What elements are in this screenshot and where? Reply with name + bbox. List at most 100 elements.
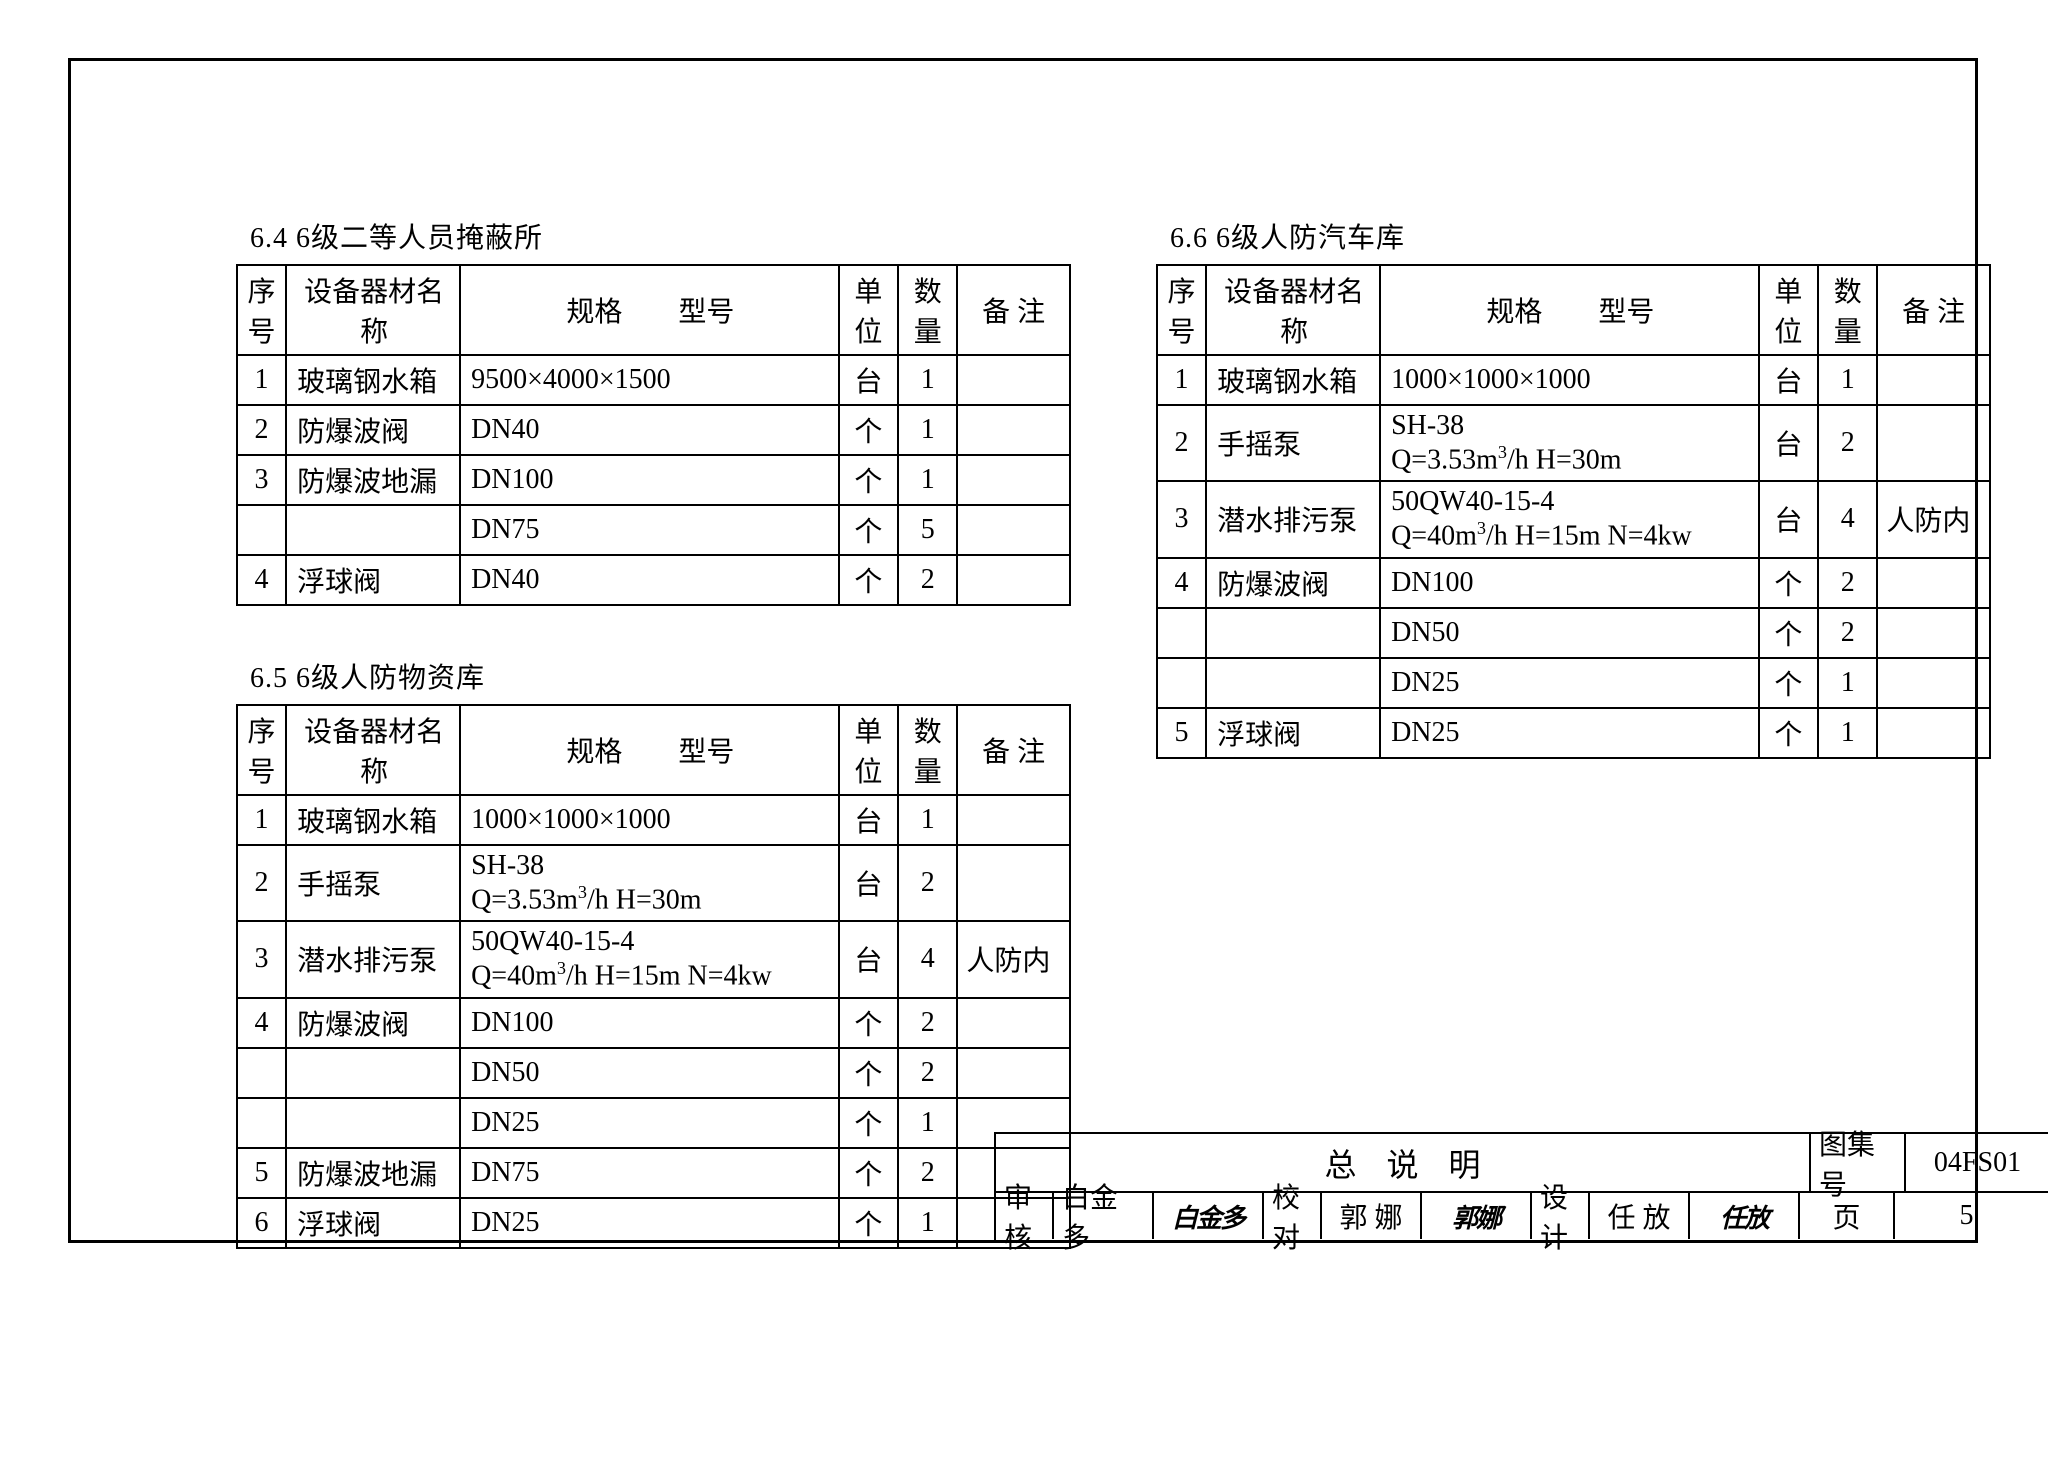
cell: 防爆波阀 xyxy=(286,998,460,1048)
design-label: 设计 xyxy=(1532,1193,1590,1239)
left-column: 6.4 6级二等人员掩蔽所 序号 设备器材名称 规格 型号 单位 数量 备 注 … xyxy=(236,216,1086,1299)
design-name: 任 放 xyxy=(1590,1193,1690,1239)
table-64: 序号 设备器材名称 规格 型号 单位 数量 备 注 1玻璃钢水箱9500×400… xyxy=(236,264,1071,606)
cell: 玻璃钢水箱 xyxy=(286,355,460,405)
design-signature: 任放 xyxy=(1690,1193,1800,1239)
cell: DN100 xyxy=(460,455,839,505)
cell: 4 xyxy=(237,998,286,1048)
col-note: 备 注 xyxy=(957,265,1070,355)
cell: 人防内 xyxy=(1877,481,1990,557)
cell: 1 xyxy=(898,355,957,405)
cell: 防爆波地漏 xyxy=(286,1148,460,1198)
cell: 2 xyxy=(898,845,957,921)
table-row: 2手摇泵SH-38Q=3.53m3/h H=30m台2 xyxy=(237,845,1070,921)
cell: 2 xyxy=(1157,405,1206,481)
col-qty: 数量 xyxy=(898,265,957,355)
cell xyxy=(1206,658,1380,708)
cell xyxy=(286,1048,460,1098)
section-66-title: 6.6 6级人防汽车库 xyxy=(1170,216,2006,256)
table-66: 序号 设备器材名称 规格 型号 单位 数量 备 注 1玻璃钢水箱1000×100… xyxy=(1156,264,1991,759)
table-row: DN50个2 xyxy=(237,1048,1070,1098)
cell: 5 xyxy=(237,1148,286,1198)
table-row: 3潜水排污泵50QW40-15-4Q=40m3/h H=15m N=4kw台4人… xyxy=(237,921,1070,997)
cell: 2 xyxy=(898,1048,957,1098)
cell: SH-38Q=3.53m3/h H=30m xyxy=(460,845,839,921)
table-row: DN75个5 xyxy=(237,505,1070,555)
col-seq: 序号 xyxy=(237,705,286,795)
cell: 1 xyxy=(1818,355,1877,405)
table-row: 4防爆波阀DN100个2 xyxy=(1157,558,1990,608)
title-block: 总说明 图集号 04FS01 审核 白金多 白金多 校对 郭 娜 郭娜 设计 任… xyxy=(994,1132,2048,1240)
cell: DN100 xyxy=(460,998,839,1048)
cell: 2 xyxy=(237,405,286,455)
table-row: 3潜水排污泵50QW40-15-4Q=40m3/h H=15m N=4kw台4人… xyxy=(1157,481,1990,557)
right-column: 6.6 6级人防汽车库 序号 设备器材名称 规格 型号 单位 数量 备 注 1玻… xyxy=(1156,216,2006,809)
cell: 手摇泵 xyxy=(286,845,460,921)
table-row: DN50个2 xyxy=(1157,608,1990,658)
cell: 防爆波地漏 xyxy=(286,455,460,505)
cell: 个 xyxy=(839,1098,898,1148)
cell: 5 xyxy=(898,505,957,555)
cell xyxy=(237,1048,286,1098)
cell: DN75 xyxy=(460,1148,839,1198)
fig-value: 04FS01 xyxy=(1906,1134,2048,1191)
cell xyxy=(286,505,460,555)
cell: 2 xyxy=(898,1148,957,1198)
col-seq: 序号 xyxy=(237,265,286,355)
table-row: 1玻璃钢水箱1000×1000×1000台1 xyxy=(1157,355,1990,405)
cell: DN100 xyxy=(1380,558,1759,608)
cell: 人防内 xyxy=(957,921,1070,997)
cell xyxy=(237,1098,286,1148)
cell: DN25 xyxy=(1380,708,1759,758)
cell: 1 xyxy=(898,455,957,505)
cell: 台 xyxy=(1759,355,1818,405)
cell: 手摇泵 xyxy=(1206,405,1380,481)
section-65-title: 6.5 6级人防物资库 xyxy=(250,656,1086,696)
check-signature: 郭娜 xyxy=(1422,1193,1532,1239)
cell: 潜水排污泵 xyxy=(286,921,460,997)
cell: 3 xyxy=(237,921,286,997)
cell: 防爆波阀 xyxy=(1206,558,1380,608)
table-row: 1玻璃钢水箱9500×4000×1500台1 xyxy=(237,355,1070,405)
cell: 1000×1000×1000 xyxy=(460,795,839,845)
table-row: 6浮球阀DN25个1 xyxy=(237,1198,1070,1248)
cell: 6 xyxy=(237,1198,286,1248)
table-65: 序号 设备器材名称 规格 型号 单位 数量 备 注 1玻璃钢水箱1000×100… xyxy=(236,704,1071,1249)
page-label: 页 xyxy=(1800,1193,1895,1239)
col-name: 设备器材名称 xyxy=(286,265,460,355)
cell: 1000×1000×1000 xyxy=(1380,355,1759,405)
cell xyxy=(957,455,1070,505)
cell: 台 xyxy=(1759,481,1818,557)
cell: 玻璃钢水箱 xyxy=(286,795,460,845)
cell: 2 xyxy=(1818,405,1877,481)
cell xyxy=(957,555,1070,605)
cell xyxy=(1877,658,1990,708)
cell: 2 xyxy=(1818,558,1877,608)
cell xyxy=(957,998,1070,1048)
col-qty: 数量 xyxy=(1818,265,1877,355)
page-value: 5 xyxy=(1895,1193,2038,1239)
cell: DN50 xyxy=(1380,608,1759,658)
cell: 台 xyxy=(839,845,898,921)
table-row: 2手摇泵SH-38Q=3.53m3/h H=30m台2 xyxy=(1157,405,1990,481)
cell: 台 xyxy=(839,921,898,997)
table-row: 1玻璃钢水箱1000×1000×1000台1 xyxy=(237,795,1070,845)
cell xyxy=(957,405,1070,455)
cell: 台 xyxy=(839,355,898,405)
table-66-body: 1玻璃钢水箱1000×1000×1000台12手摇泵SH-38Q=3.53m3/… xyxy=(1157,355,1990,758)
col-unit: 单位 xyxy=(839,265,898,355)
cell: 2 xyxy=(898,555,957,605)
cell: SH-38Q=3.53m3/h H=30m xyxy=(1380,405,1759,481)
cell xyxy=(1877,558,1990,608)
cell xyxy=(957,795,1070,845)
cell xyxy=(957,845,1070,921)
col-note: 备 注 xyxy=(957,705,1070,795)
cell: 1 xyxy=(898,1098,957,1148)
table-row: DN25个1 xyxy=(237,1098,1070,1148)
cell xyxy=(1206,608,1380,658)
cell: 2 xyxy=(898,998,957,1048)
section-64-title: 6.4 6级二等人员掩蔽所 xyxy=(250,216,1086,256)
cell: 个 xyxy=(1759,608,1818,658)
fig-label: 图集号 xyxy=(1811,1134,1906,1191)
cell: 1 xyxy=(1157,355,1206,405)
